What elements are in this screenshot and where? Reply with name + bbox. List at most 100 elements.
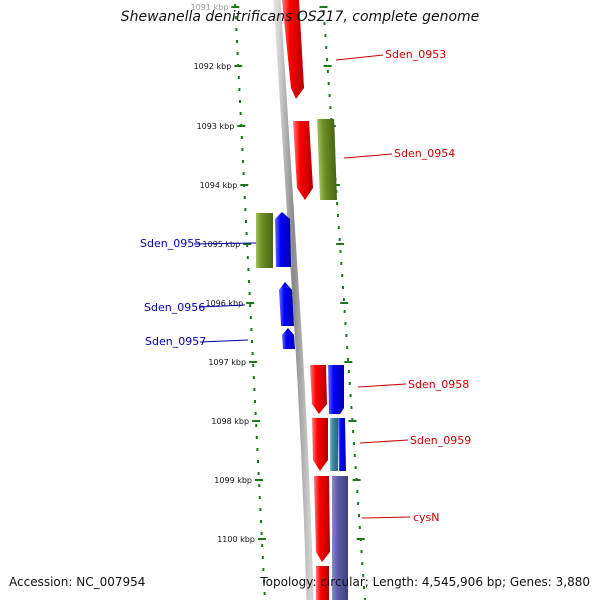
ruler-dot [257, 472, 260, 475]
ruler-dot [322, 10, 325, 13]
ruler-dot [253, 388, 256, 391]
ruler-dot [251, 340, 253, 343]
ruler-tick [243, 243, 252, 245]
gene-sden-0956-block[interactable] [279, 282, 294, 326]
gene-sden-0954-block[interactable] [293, 121, 313, 200]
ruler-dot [363, 586, 365, 589]
ruler-dot [239, 100, 241, 103]
leader-sden-0956 [199, 304, 246, 308]
leader-sden-0953 [335, 54, 384, 61]
ruler-dot [248, 292, 251, 295]
gene-sden-0955-block[interactable] [275, 212, 291, 267]
ruler-dot [338, 238, 341, 241]
ruler-dot [325, 46, 328, 49]
gene-sden-0959-partner2-block[interactable] [338, 418, 346, 471]
ruler-dot [243, 196, 246, 199]
gene-sden-0957-block[interactable] [282, 328, 295, 349]
gene-label-sden-0953[interactable]: Sden_0953 [385, 48, 446, 61]
ruler-tick [231, 6, 240, 8]
gene-next-block[interactable] [316, 566, 329, 600]
ruler-dot [258, 484, 261, 487]
ruler-label: 1100 kbp [217, 535, 255, 544]
page-title: Shewanella denitrificans OS217, complete… [120, 9, 480, 25]
topology-text: Topology: circular; Length: 4,545,906 bp… [260, 575, 590, 589]
ruler-label: 1096 kbp [205, 299, 243, 308]
ruler-dot [255, 436, 258, 439]
ruler-dot [351, 418, 354, 421]
ruler-dot [260, 520, 262, 523]
ruler-tick [240, 184, 249, 186]
ruler-tick [234, 65, 243, 67]
gene-cysn-partner-block[interactable] [332, 476, 348, 600]
ruler-dot [242, 160, 244, 163]
gene-label-sden-0959[interactable]: Sden_0959 [410, 434, 471, 447]
gene-label-cysn[interactable]: cysN [413, 511, 440, 524]
leader-sden-0958 [357, 383, 407, 388]
ruler-dot [248, 280, 250, 283]
gene-label-sden-0956[interactable]: Sden_0956 [144, 301, 205, 314]
gene-sden-0959-partner-block[interactable] [330, 418, 338, 471]
leader-sden-0954 [343, 153, 393, 159]
ruler-dot [361, 562, 364, 565]
ruler-dot [256, 448, 259, 451]
gene-sden-0958-partner-block[interactable] [328, 365, 344, 414]
ruler-dot [250, 328, 253, 331]
ruler-dot [261, 544, 264, 547]
gene-sden-0959-block[interactable] [312, 418, 328, 471]
gene-leaders [193, 54, 411, 519]
ruler-dot [358, 526, 361, 529]
ruler-dot [341, 274, 344, 277]
gene-sden-0955-partner-block[interactable] [256, 213, 273, 268]
ruler-dot [263, 580, 265, 583]
ruler-tick [255, 479, 263, 481]
ruler-dot [346, 346, 349, 349]
leader-sden-0957 [199, 339, 249, 343]
ruler-dot [360, 550, 363, 553]
accession-text: Accession: NC_007954 [9, 575, 146, 589]
gene-label-sden-0955[interactable]: Sden_0955 [140, 237, 201, 250]
ruler-label: 1098 kbp [211, 417, 249, 426]
ruler-dot [326, 58, 329, 61]
ruler-dot [234, 4, 237, 7]
ruler-dot [246, 244, 249, 247]
genome-backbone [273, 0, 314, 601]
ruler-dot [249, 304, 252, 307]
ruler-dot [342, 298, 345, 301]
ruler-dot [236, 52, 239, 55]
ruler-dot [323, 22, 326, 25]
ruler-dot [358, 514, 360, 517]
gene-label-sden-0958[interactable]: Sden_0958 [408, 378, 469, 391]
ruler-dot [261, 556, 264, 559]
ruler-dot [328, 94, 331, 97]
gene-cysn-block[interactable] [314, 476, 330, 562]
ruler-dot [238, 88, 241, 91]
gene-sden-0958-block[interactable] [310, 365, 327, 414]
gene-sden-0954-partner-block[interactable] [317, 119, 337, 200]
ruler-dot [259, 508, 262, 511]
ruler-dot [240, 136, 243, 139]
ruler-label: 1091 kbp [191, 3, 229, 12]
ruler-dot [254, 412, 257, 415]
ruler-tick [348, 420, 357, 422]
ruler-tick [352, 479, 361, 481]
ruler-tick [246, 302, 255, 304]
ruler-dot [347, 370, 350, 373]
ruler-tick [257, 538, 266, 540]
ruler-dot [352, 430, 355, 433]
ruler-dot [352, 442, 355, 445]
ruler-tick [344, 361, 353, 363]
gene-label-sden-0957[interactable]: Sden_0957 [145, 335, 206, 348]
ruler-dot [356, 490, 359, 493]
ruler-label: 1097 kbp [208, 358, 246, 367]
ruler-tick [356, 538, 365, 540]
gene-label-sden-0954[interactable]: Sden_0954 [394, 147, 455, 160]
ruler-tick [323, 65, 332, 67]
ruler-dot [239, 112, 242, 115]
ruler-dot [236, 40, 238, 43]
gene-sden-0953-block[interactable] [282, 0, 304, 99]
ruler-dot [357, 502, 360, 505]
ruler-tick [319, 6, 328, 8]
ruler-dot [342, 286, 344, 289]
ruler-dot [237, 76, 240, 79]
